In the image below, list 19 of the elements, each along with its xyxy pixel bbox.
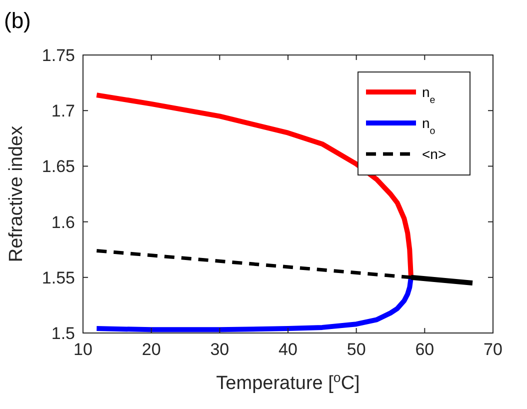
x-tick-label: 60 <box>415 340 434 359</box>
x-tick-label: 40 <box>278 340 298 359</box>
y-tick-label: 1.65 <box>42 157 75 176</box>
x-tick-label: 70 <box>484 340 502 359</box>
legend-label: n$_{o}$ <box>422 115 436 136</box>
x-tick-label: 30 <box>210 340 230 359</box>
y-tick-label: 1.75 <box>42 46 75 65</box>
chart-title: (b) <box>4 8 31 33</box>
x-tick-label: 50 <box>346 340 366 359</box>
y-tick-label: 1.6 <box>51 212 75 232</box>
y-tick-label: 1.55 <box>42 268 75 288</box>
y-tick-label: 1.7 <box>51 102 75 121</box>
legend-label: n$_{e}$ <box>422 84 436 106</box>
x-tick-label: 10 <box>74 340 92 359</box>
y-axis-title: Refractive index <box>6 125 27 262</box>
x-tick-label: 20 <box>142 340 161 359</box>
x-axis-title: Temperature [$^{o}$C] <box>216 370 360 394</box>
legend-label: <n> <box>422 146 446 162</box>
y-tick-label: 1.5 <box>51 324 75 343</box>
